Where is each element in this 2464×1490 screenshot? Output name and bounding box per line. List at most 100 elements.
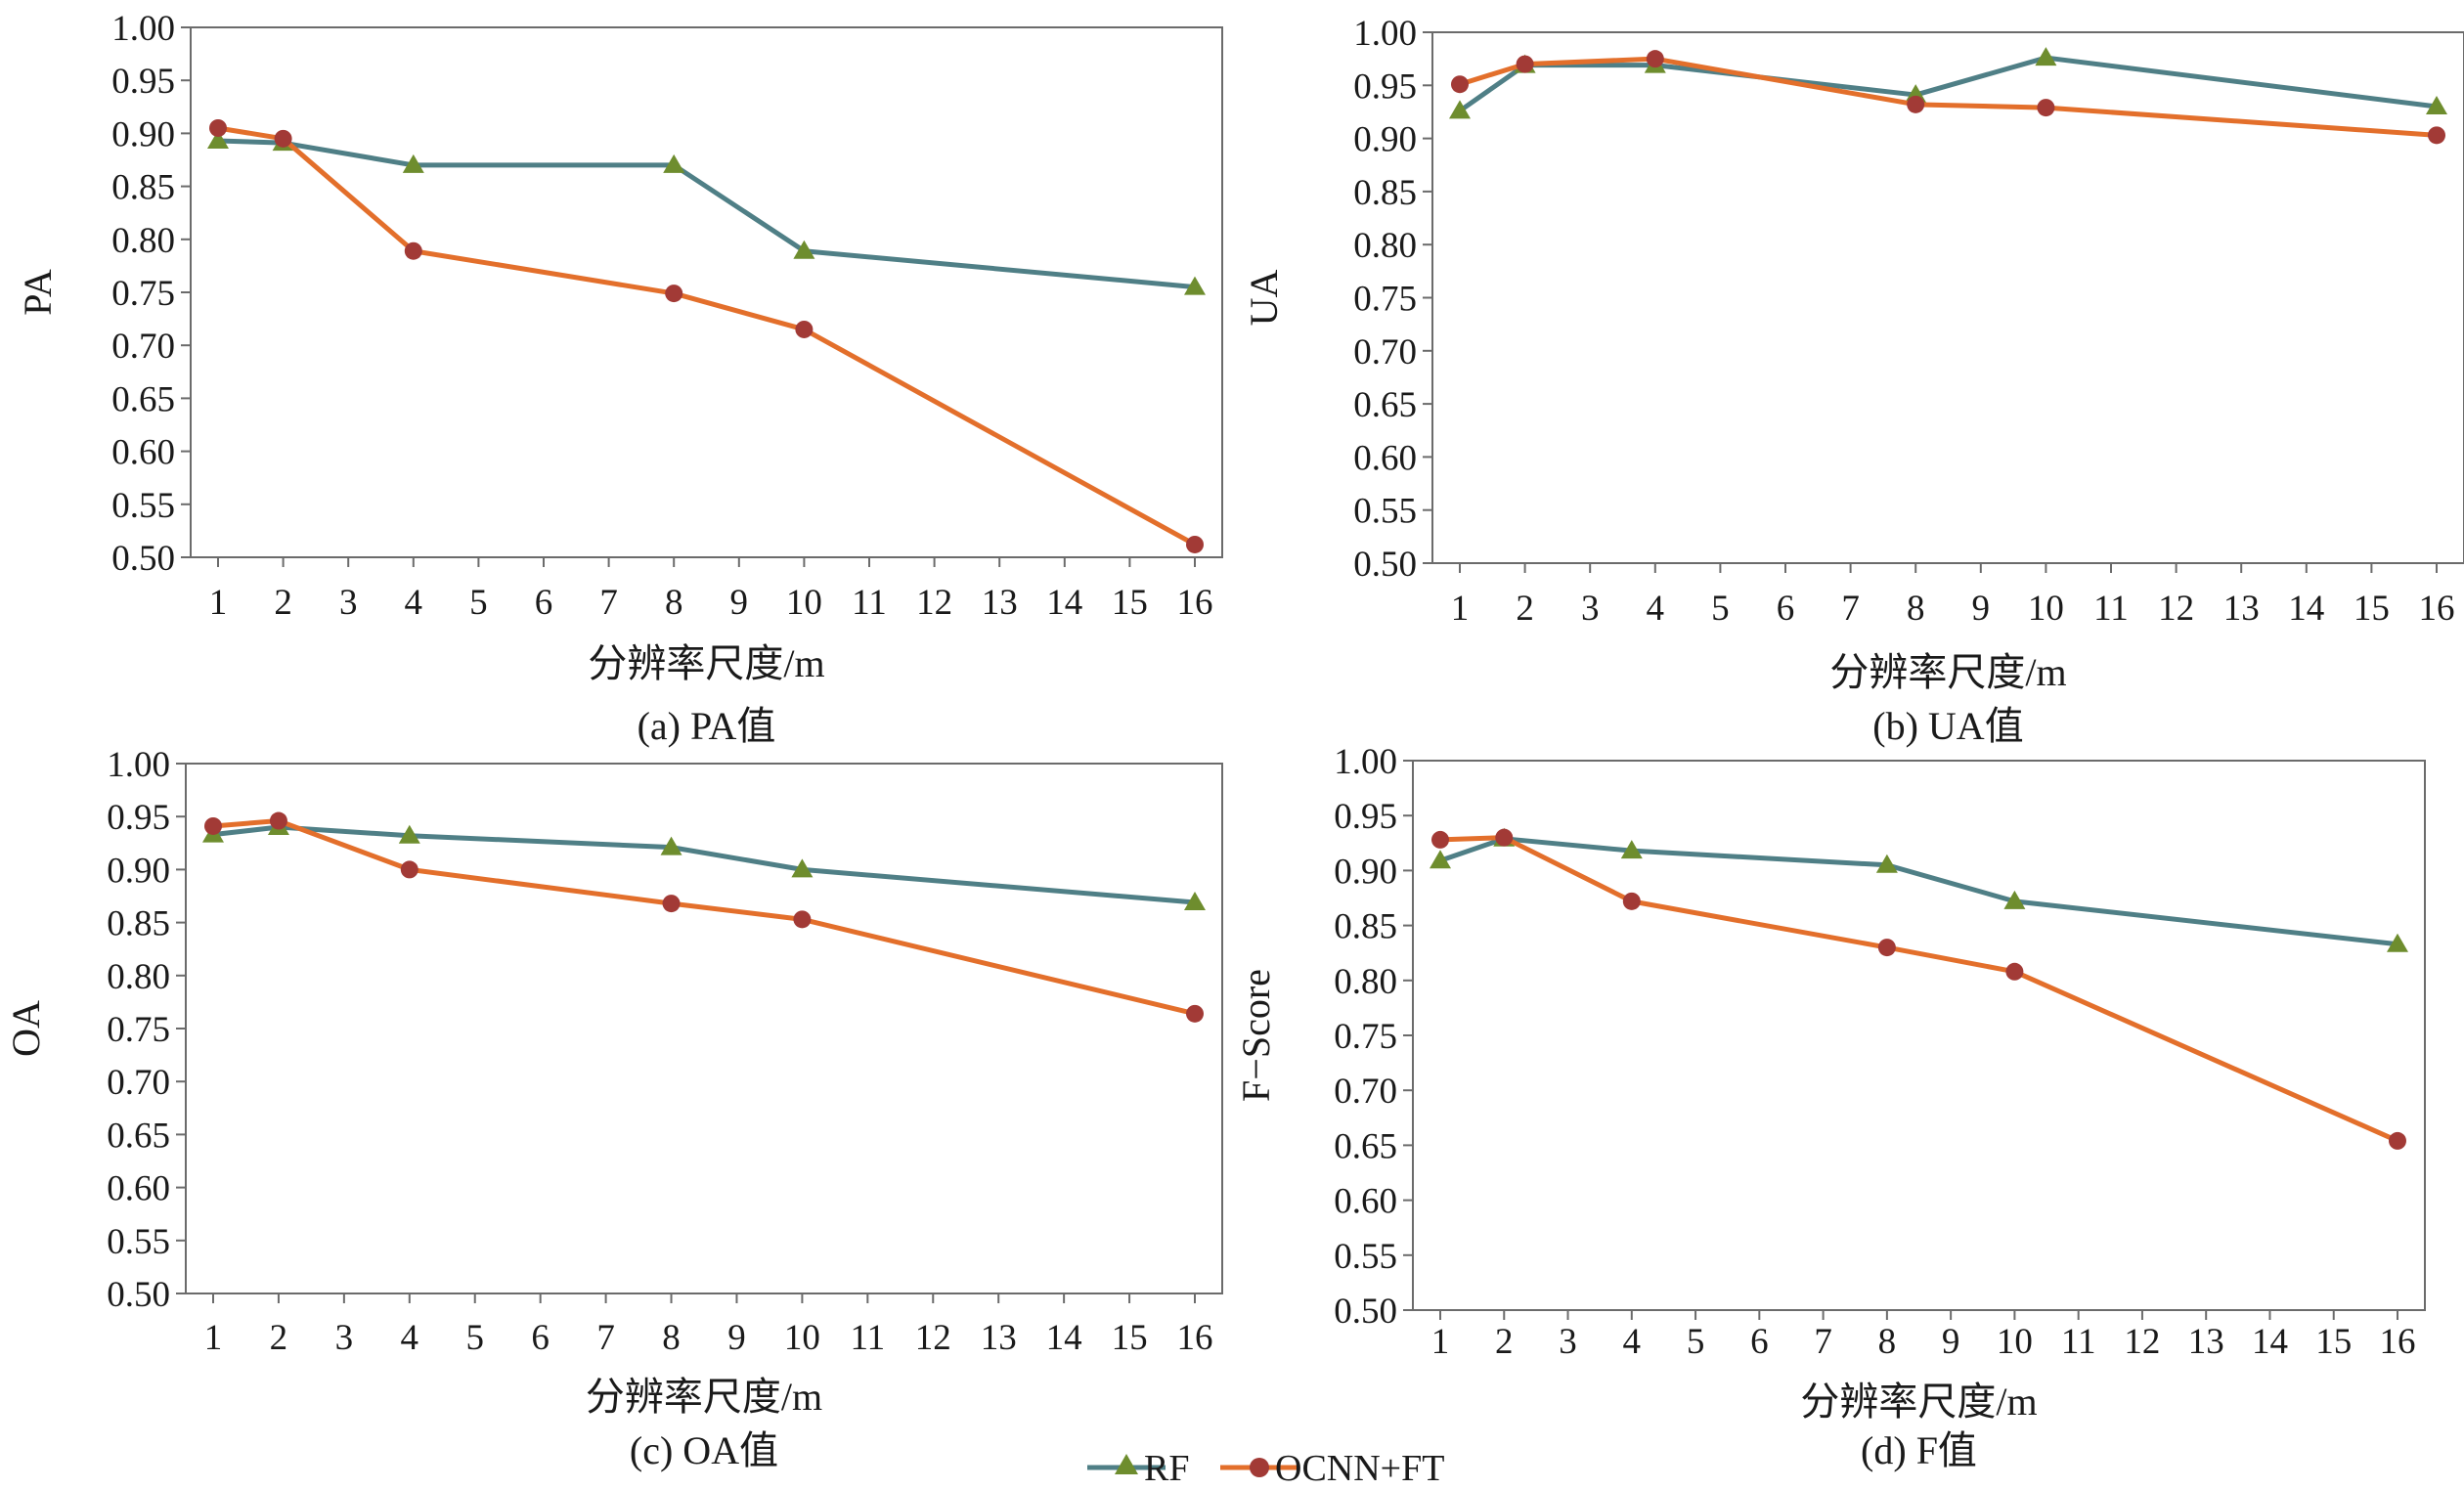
x-axis-label: 分辨率尺度/m [588,641,824,685]
x-tick-label: 2 [1495,1322,1514,1362]
x-axis-label: 分辨率尺度/m [586,1375,822,1419]
x-tick-label: 14 [1046,1318,1082,1358]
y-tick-label: 0.60 [1334,1182,1397,1222]
y-tick-label: 0.95 [111,62,175,102]
data-point-rf [1875,854,1898,873]
data-point-ocnn [1186,535,1204,553]
x-tick-label: 7 [596,1318,615,1358]
x-tick-label: 8 [1878,1322,1897,1362]
series-line-ocnn [1459,56,2438,138]
x-tick-label: 10 [784,1318,820,1358]
x-tick-label: 1 [204,1318,223,1358]
x-tick-label: 4 [401,1318,419,1358]
x-tick-label: 9 [730,583,749,623]
chart-panel-pa: 0.50 0.55 0.60 0.65 0.70 0.75 0.80 0.85 0.90 0.95… [16,9,1223,748]
panel-caption: (d) F值 [1861,1428,1977,1472]
x-tick-label: 6 [535,583,553,623]
y-axis-label: PA [16,269,60,316]
data-point-ocnn [269,811,287,830]
y-tick-label: 0.85 [1334,907,1397,947]
data-point-rf [207,129,229,149]
x-tick-label: 16 [2380,1322,2416,1362]
x-tick-label: 2 [270,1318,288,1358]
x-tick-label: 9 [727,1318,746,1358]
data-point-rf [1449,100,1471,119]
data-point-rf [663,153,685,173]
data-point-ocnn [209,118,227,137]
y-tick-label: 0.85 [1353,173,1417,213]
y-tick-label: 0.85 [111,168,175,208]
data-point-rf [2003,890,2026,909]
y-tick-label: 0.65 [1353,385,1417,425]
data-point-ocnn [1186,1004,1204,1023]
legend-rf-label: RF [1144,1448,1189,1489]
x-tick-label: 5 [465,1318,484,1358]
data-point-ocnn [662,895,681,913]
data-point-ocnn [1622,892,1641,910]
x-tick-label: 16 [1177,583,1213,623]
x-tick-label: 11 [2061,1322,2096,1362]
x-tick-label: 15 [1112,1318,1148,1358]
x-tick-label: 1 [1431,1322,1450,1362]
data-point-ocnn [795,320,814,338]
legend-rf-marker [1115,1454,1138,1474]
x-axis-label: 分辨率尺度/m [1800,1380,2037,1424]
data-point-rf [1430,850,1451,869]
x-axis-label: 分辨率尺度/m [1829,650,2066,694]
y-tick-label: 1.00 [107,745,170,785]
data-point-ocnn [793,910,812,929]
x-tick-label: 7 [599,583,618,623]
y-tick-label: 0.90 [1334,852,1397,892]
y-axis-label: UA [1242,270,1286,327]
x-tick-label: 4 [405,583,423,623]
x-tick-label: 15 [1112,583,1148,623]
series-line-ocnn [217,125,1197,548]
series-line-rf [212,824,1196,905]
series-line-ocnn [1439,835,2399,1144]
x-tick-label: 4 [1647,589,1665,629]
x-tick-label: 8 [665,583,683,623]
data-point-rf [2426,96,2447,115]
y-tick-label: 0.65 [107,1116,170,1156]
panel-caption: (a) PA值 [638,704,776,748]
x-tick-label: 13 [982,583,1018,623]
x-tick-label: 15 [2315,1322,2352,1362]
plot-area [190,26,1223,558]
y-tick-label: 0.90 [107,851,170,891]
x-tick-label: 11 [852,583,887,623]
y-tick-label: 0.50 [111,539,175,579]
y-tick-label: 0.75 [1353,280,1417,320]
data-point-ocnn [2037,99,2055,117]
x-tick-label: 6 [1777,589,1795,629]
y-tick-label: 0.50 [107,1275,170,1315]
data-point-ocnn [2005,962,2024,981]
y-tick-label: 0.60 [111,433,175,473]
x-tick-label: 4 [1623,1322,1642,1362]
x-tick-label: 6 [531,1318,550,1358]
legend-ocnn-label: OCNN+FT [1275,1448,1444,1489]
data-point-ocnn [204,816,222,835]
y-tick-label: 0.95 [1334,797,1397,837]
x-tick-label: 15 [2354,589,2390,629]
data-point-rf [793,240,815,259]
x-tick-label: 13 [2188,1322,2224,1362]
x-tick-label: 3 [339,583,358,623]
data-point-ocnn [1907,95,1925,113]
data-point-ocnn [1431,830,1449,849]
y-tick-label: 0.80 [1334,962,1397,1002]
x-tick-label: 14 [2252,1322,2288,1362]
x-tick-label: 2 [274,583,292,623]
data-point-ocnn [404,241,422,260]
panel-caption: (b) UA值 [1872,704,2023,748]
y-tick-label: 0.65 [111,379,175,419]
x-tick-label: 3 [1559,1322,1577,1362]
y-tick-label: 0.90 [1353,120,1417,160]
x-tick-label: 3 [335,1318,354,1358]
plot-area [1431,31,2464,564]
data-point-rf [660,836,682,855]
x-tick-label: 5 [1687,1322,1705,1362]
series-line-rf [1439,836,2398,947]
series-line-ocnn [212,818,1196,1017]
chart-panel-f: 0.50 0.55 0.60 0.65 0.70 0.75 0.80 0.85 0.90 0.95… [1234,742,2426,1472]
data-point-ocnn [400,860,418,879]
